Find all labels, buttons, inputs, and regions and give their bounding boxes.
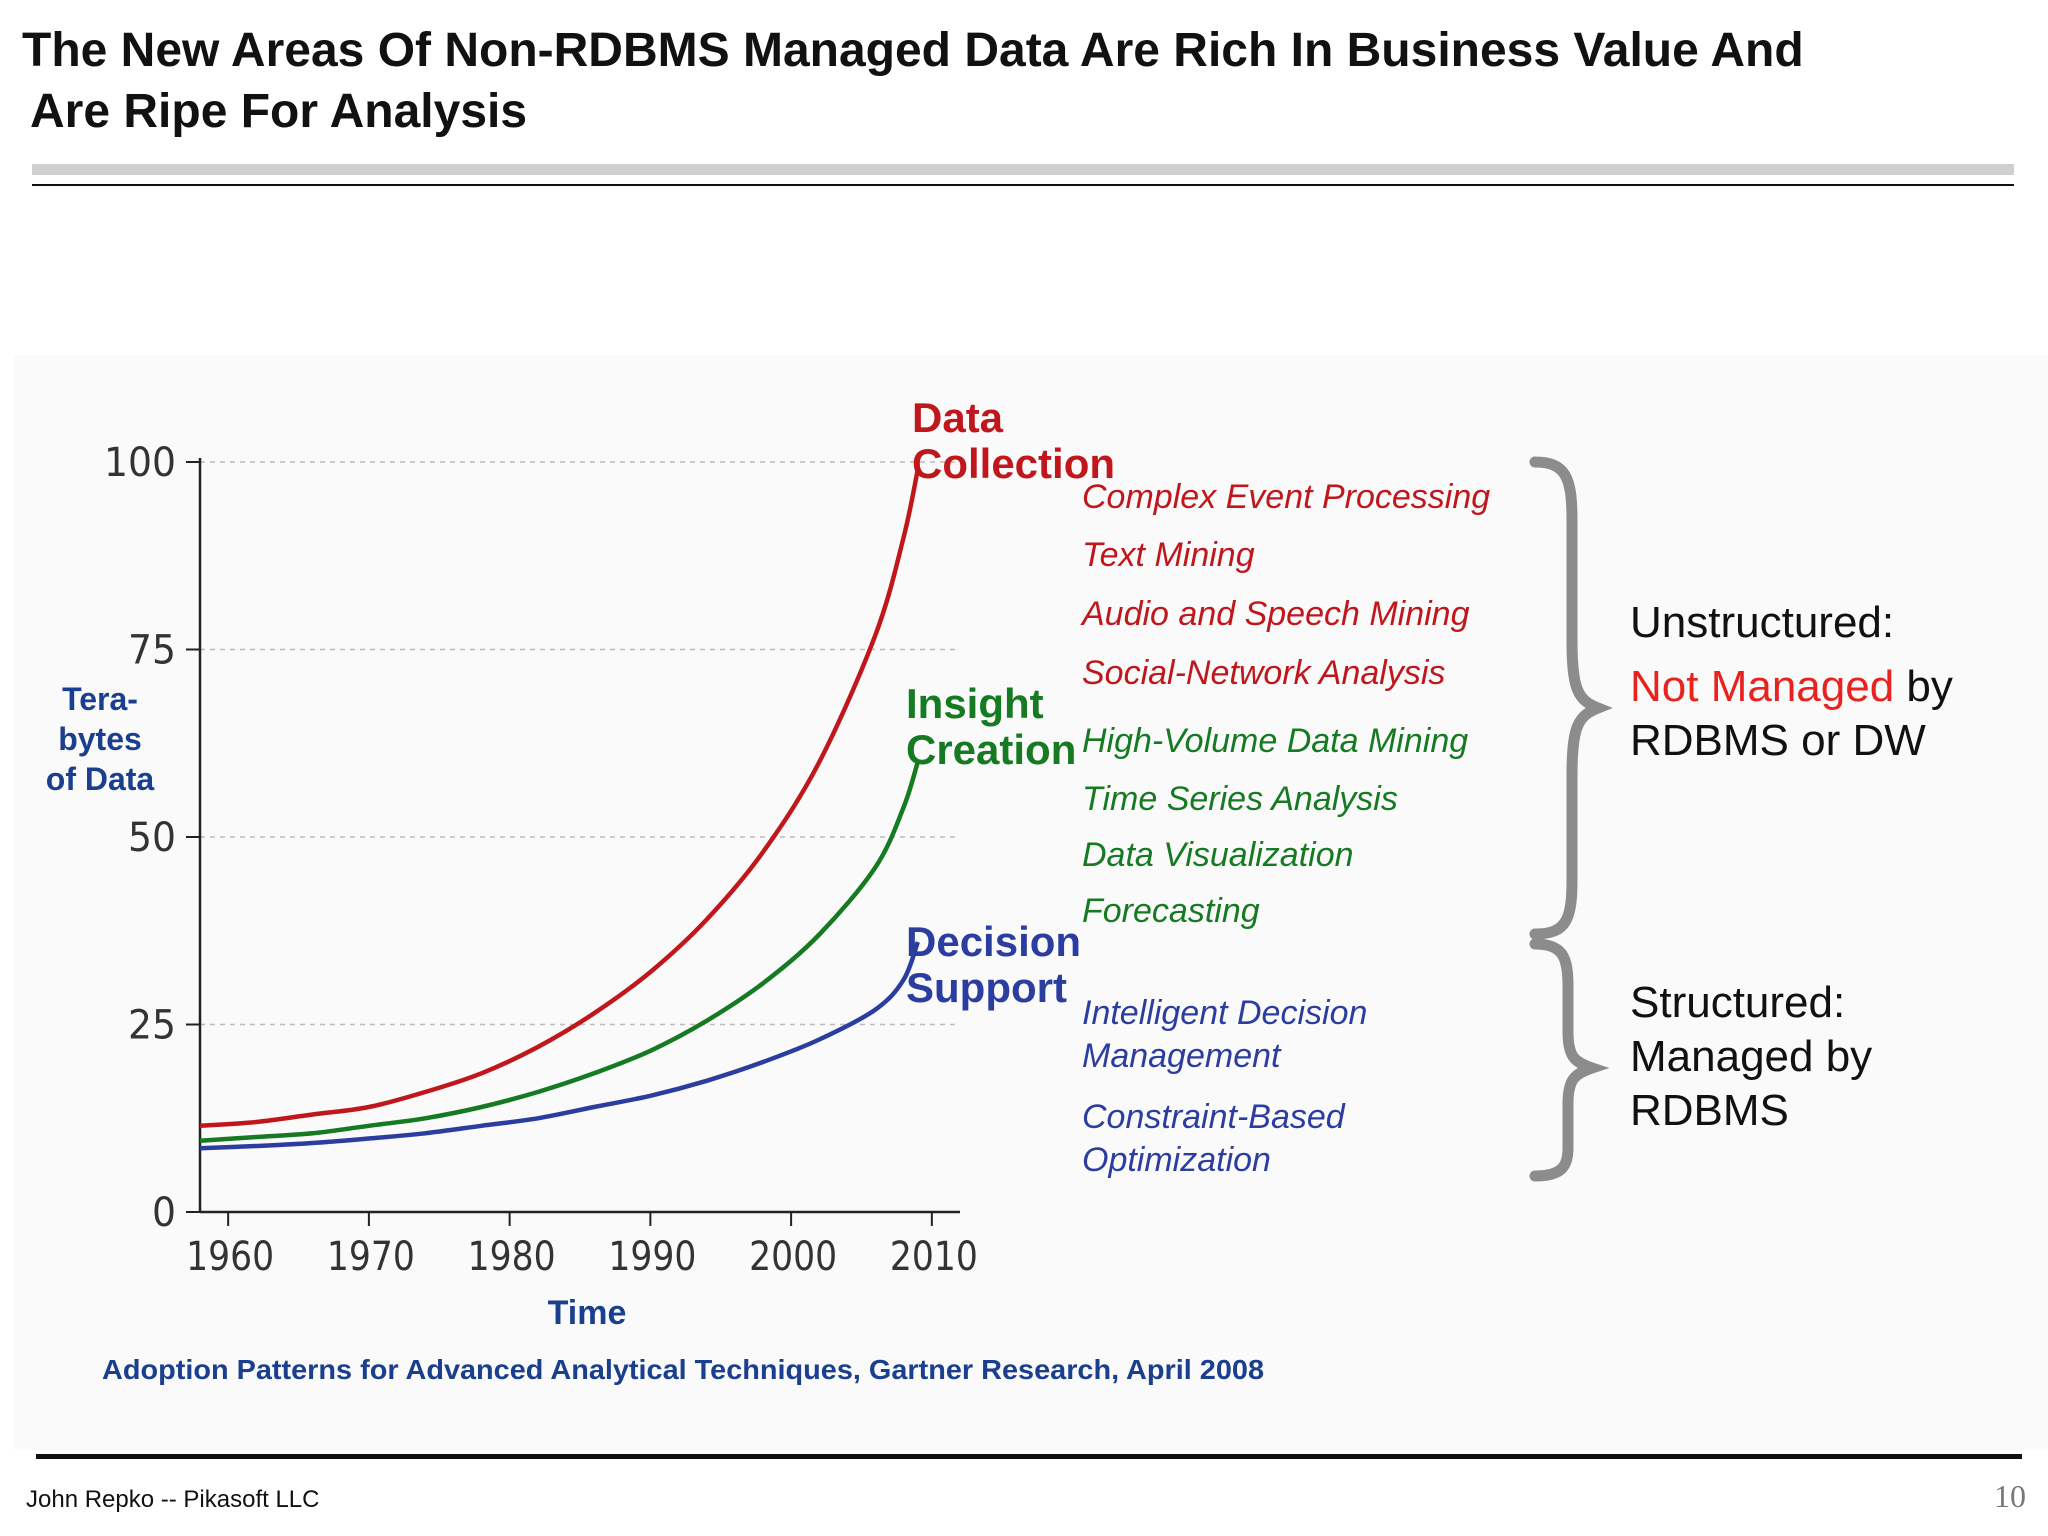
series-label: Decision xyxy=(906,918,1081,965)
series-line-decision-support xyxy=(199,941,920,1151)
technique-label: Time Series Analysis xyxy=(1082,780,1398,818)
slide-title-line1: The New Areas Of Non-RDBMS Managed Data … xyxy=(22,24,1804,77)
footer-author: John Repko -- Pikasoft LLC xyxy=(26,1486,320,1513)
unstructured-brace xyxy=(1529,456,1613,940)
technique-label: Complex Event Processing xyxy=(1082,478,1490,516)
chart-background xyxy=(14,355,2048,1450)
y-tick-label: 75 xyxy=(128,628,176,674)
y-tick-label: 50 xyxy=(128,815,176,861)
unstructured-heading: Unstructured: xyxy=(1630,598,1895,647)
y-tick-label: 100 xyxy=(104,440,176,486)
x-tick-label: 1990 xyxy=(608,1234,696,1280)
y-axis-label-line: of Data xyxy=(46,761,155,797)
y-axis-label-line: Tera- xyxy=(62,681,138,717)
x-tick-label: 1960 xyxy=(186,1234,274,1280)
chart-source-caption: Adoption Patterns for Advanced Analytica… xyxy=(102,1354,1264,1385)
series-label: Data xyxy=(912,394,1004,441)
title-underline-grey xyxy=(32,164,2014,175)
slide-title: The New Areas Of Non-RDBMS Managed Data … xyxy=(22,20,2002,142)
technique-label: Forecasting xyxy=(1082,892,1260,930)
unstructured-note: Unstructured: Not Managed by RDBMS or DW xyxy=(1630,596,1953,768)
title-underline-black xyxy=(32,184,2014,186)
x-tick-label: 1970 xyxy=(327,1234,415,1280)
slide-title-line2: Are Ripe For Analysis xyxy=(30,85,528,138)
technique-label: Intelligent Decision xyxy=(1082,994,1367,1032)
structured-line2: Managed by xyxy=(1630,1032,1873,1081)
structured-heading: Structured: xyxy=(1630,978,1846,1027)
series-label: Support xyxy=(906,964,1067,1011)
x-tick-label: 2010 xyxy=(890,1234,978,1280)
technique-label: Management xyxy=(1082,1037,1282,1075)
page-number: 10 xyxy=(1994,1478,2026,1514)
series-line-insight-creation xyxy=(199,761,920,1144)
technique-label: High-Volume Data Mining xyxy=(1082,722,1468,760)
not-managed-text: Not Managed xyxy=(1630,662,1895,711)
x-axis-label: Time xyxy=(548,1294,627,1332)
x-tick-label: 1980 xyxy=(468,1234,556,1280)
unstructured-line2: Not Managed by xyxy=(1630,660,1953,714)
technique-label: Optimization xyxy=(1082,1141,1271,1179)
y-axis-label-line: bytes xyxy=(58,721,142,757)
footer-rule xyxy=(36,1454,2022,1459)
unstructured-by-text: by xyxy=(1906,662,1953,711)
y-tick-label: 25 xyxy=(128,1003,176,1049)
y-tick-label: 0 xyxy=(152,1190,176,1236)
structured-brace xyxy=(1529,938,1610,1182)
series-label: Collection xyxy=(912,440,1115,487)
series-line-data-collection xyxy=(199,469,921,1129)
structured-note: Structured: Managed by RDBMS xyxy=(1630,976,1872,1138)
technique-label: Data Visualization xyxy=(1082,836,1354,874)
x-tick-label: 2000 xyxy=(749,1234,837,1280)
technique-label: Audio and Speech Mining xyxy=(1080,595,1470,633)
structured-line3: RDBMS xyxy=(1630,1086,1789,1135)
technique-label: Social-Network Analysis xyxy=(1082,654,1445,692)
technique-label: Text Mining xyxy=(1082,536,1255,574)
technique-label: Constraint-Based xyxy=(1082,1098,1346,1136)
series-label: Creation xyxy=(906,726,1076,773)
series-label: Insight xyxy=(906,680,1044,727)
unstructured-line3: RDBMS or DW xyxy=(1630,716,1926,765)
